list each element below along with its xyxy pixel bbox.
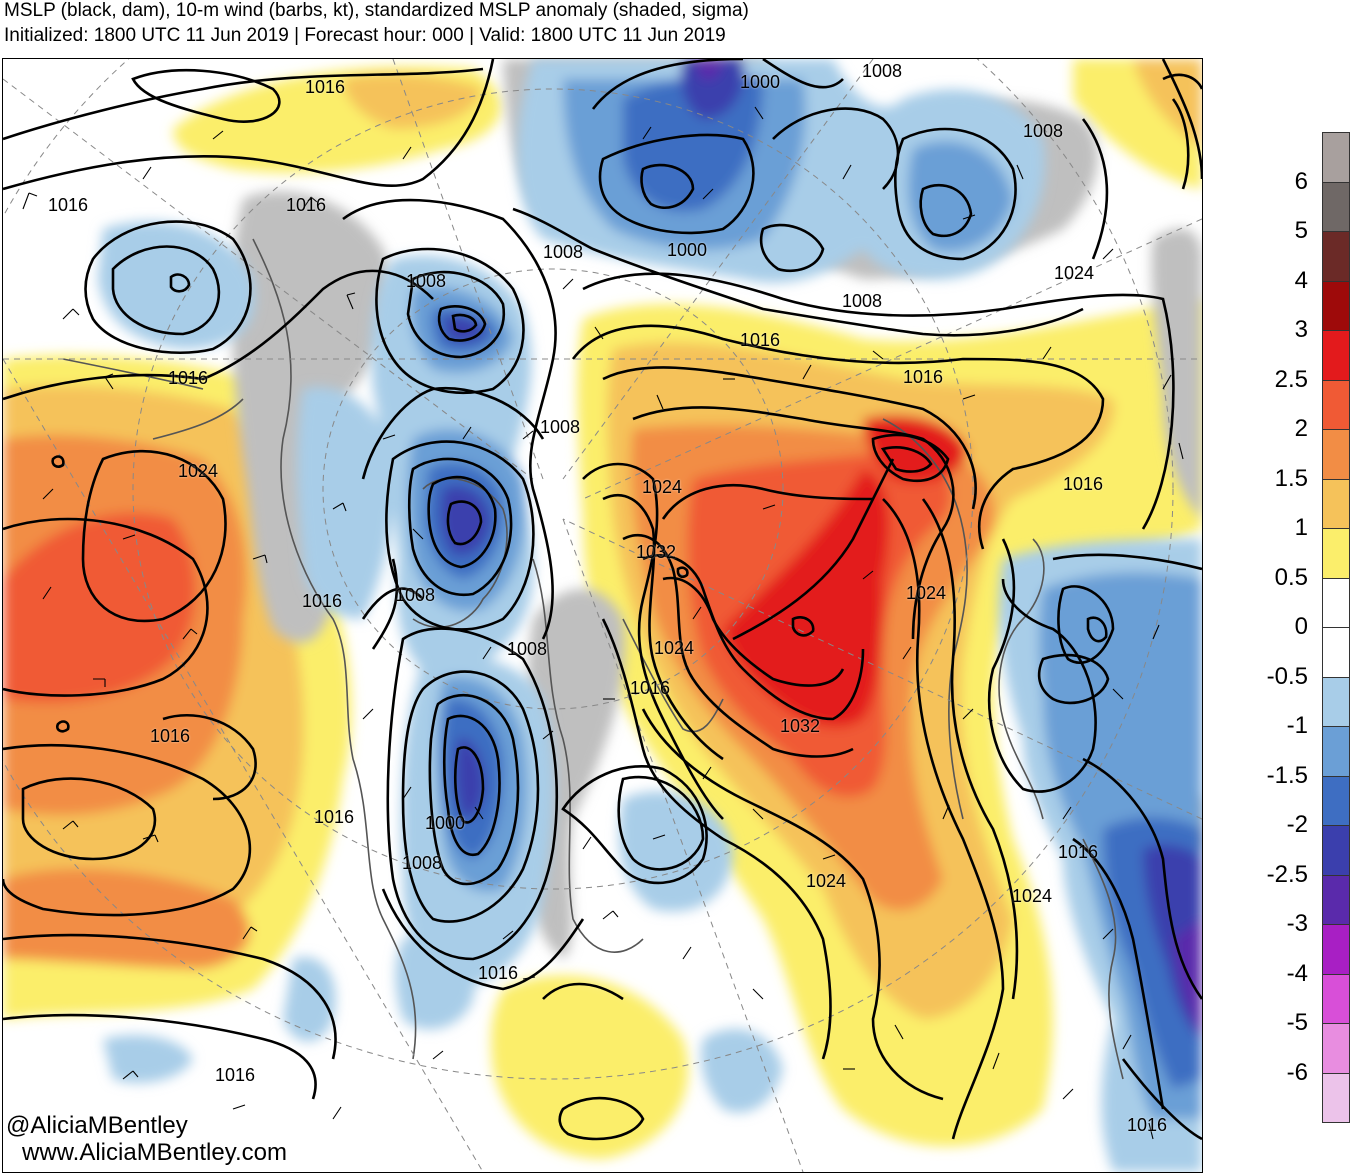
isobar-label: 1024 — [1054, 263, 1095, 283]
isobar-label: 1016 — [305, 77, 346, 97]
colorbar-tick-label: 1.5 — [1274, 464, 1308, 492]
credit-website: www.AliciaMBentley.com — [22, 1139, 287, 1166]
isobar-label: 1008 — [1023, 121, 1064, 141]
isobar-label: 1016 — [903, 367, 944, 387]
isobar-label: 1016 — [314, 807, 355, 827]
isobar-label: 1008 — [507, 639, 548, 659]
colorbar-tick-label: -4 — [1286, 959, 1308, 987]
isobar-label: 1000 — [425, 813, 466, 833]
negative-anomaly-shading — [98, 59, 1202, 1172]
colorbar-swatch — [1322, 429, 1350, 480]
colorbar-tick-label: -3 — [1286, 910, 1308, 937]
colorbar-swatch — [1322, 132, 1350, 183]
isobar-label: 1016 — [48, 195, 89, 215]
colorbar-swatch — [1322, 924, 1350, 975]
colorbar-swatch — [1322, 775, 1350, 826]
colorbar-tick-label: -6 — [1286, 1058, 1308, 1086]
colorbar-swatch — [1322, 181, 1350, 232]
isobar-label: 1000 — [740, 72, 781, 92]
colorbar-swatch — [1322, 1072, 1350, 1123]
isobar-label: 1016 — [630, 678, 671, 698]
isobar-label: 1016 — [478, 963, 519, 983]
isobar-label: 1008 — [540, 417, 581, 437]
colorbar-tick-label: 0 — [1294, 613, 1308, 640]
colorbar-tick-label: 4 — [1294, 266, 1308, 294]
isobar-label: 1024 — [1012, 886, 1053, 906]
colorbar-tick-label: -2 — [1286, 811, 1308, 838]
isobar-label: 1016 — [150, 726, 191, 746]
isobar-label: 1000 — [667, 240, 708, 260]
colorbar-swatch — [1322, 330, 1350, 381]
colorbar-tick-label: 1 — [1294, 514, 1308, 541]
isobar-label: 1032 — [636, 542, 677, 562]
isobars — [3, 59, 1202, 1141]
isobar-label: 1008 — [842, 291, 883, 311]
colorbar-tick-label: -1.5 — [1266, 761, 1308, 789]
colorbar-swatch — [1322, 874, 1350, 925]
colorbar-tick-label: -0.5 — [1266, 662, 1308, 690]
isobar-label: 1032 — [780, 716, 821, 736]
isobar-label: 1016 — [286, 195, 327, 215]
colorbar-swatch — [1322, 231, 1350, 282]
colorbar-tick-label: -1 — [1286, 712, 1308, 739]
colorbar-tick-label: 5 — [1294, 217, 1308, 244]
map-panel: 1016 1016 1016 1016 1024 1016 1016 1016 1016 1008… — [2, 58, 1203, 1173]
colorbar-swatch — [1322, 825, 1350, 876]
isobar-label: 1008 — [862, 61, 903, 81]
colorbar-tick-label: 0.5 — [1274, 563, 1308, 591]
wind-barbs — [22, 106, 1184, 1140]
isobar-label: 1016 — [1058, 842, 1099, 862]
isobar-label: 1008 — [406, 271, 447, 291]
isobar-label: 1016 — [168, 368, 209, 388]
colorbar-tick-label: 2 — [1294, 415, 1308, 442]
mslp-anomaly-map — [3, 59, 1202, 1172]
map-subtitle: Initialized: 1800 UTC 11 Jun 2019 | Fore… — [4, 25, 726, 46]
isobar-label: 1016 — [215, 1065, 256, 1085]
colorbar-tick-label: 6 — [1294, 167, 1308, 195]
isobar-label: 1024 — [806, 871, 847, 891]
colorbar-swatch — [1322, 280, 1350, 331]
isobar-label: 1016 — [1063, 474, 1104, 494]
colorbar-swatch — [1322, 379, 1350, 430]
credit-block: @AliciaMBentley www.AliciaMBentley.com — [6, 1112, 287, 1166]
isobar-label: 1024 — [906, 583, 947, 603]
isobar-label: 1024 — [654, 638, 695, 658]
colorbar-tick-label: -5 — [1286, 1009, 1308, 1036]
isobar-label: 1016 — [1127, 1115, 1168, 1135]
colorbar-swatch — [1322, 676, 1350, 727]
isobar-label: 1016 — [740, 330, 781, 350]
isobar-label: 1008 — [402, 853, 443, 873]
colorbar-tick-label: -2.5 — [1266, 860, 1308, 888]
colorbar-swatch — [1322, 973, 1350, 1024]
colorbar-swatch — [1322, 1023, 1350, 1074]
colorbar-swatch — [1322, 577, 1350, 628]
colorbar-swatch — [1322, 528, 1350, 579]
colorbar-swatch — [1322, 726, 1350, 777]
isobar-label: 1008 — [543, 242, 584, 262]
colorbar-swatch — [1322, 478, 1350, 529]
colorbar-swatch — [1322, 627, 1350, 678]
credit-handle: @AliciaMBentley — [6, 1112, 188, 1139]
isobar-label: 1024 — [642, 477, 683, 497]
isobar-label: 1024 — [178, 461, 219, 481]
colorbar-tick-label: 2.5 — [1274, 365, 1308, 393]
graticule — [3, 59, 1202, 1172]
map-title: MSLP (black, dam), 10-m wind (barbs, kt)… — [4, 0, 749, 21]
isobar-label: 1008 — [395, 585, 436, 605]
colorbar-tick-label: 3 — [1294, 316, 1308, 343]
isobar-label: 1016 — [302, 591, 343, 611]
